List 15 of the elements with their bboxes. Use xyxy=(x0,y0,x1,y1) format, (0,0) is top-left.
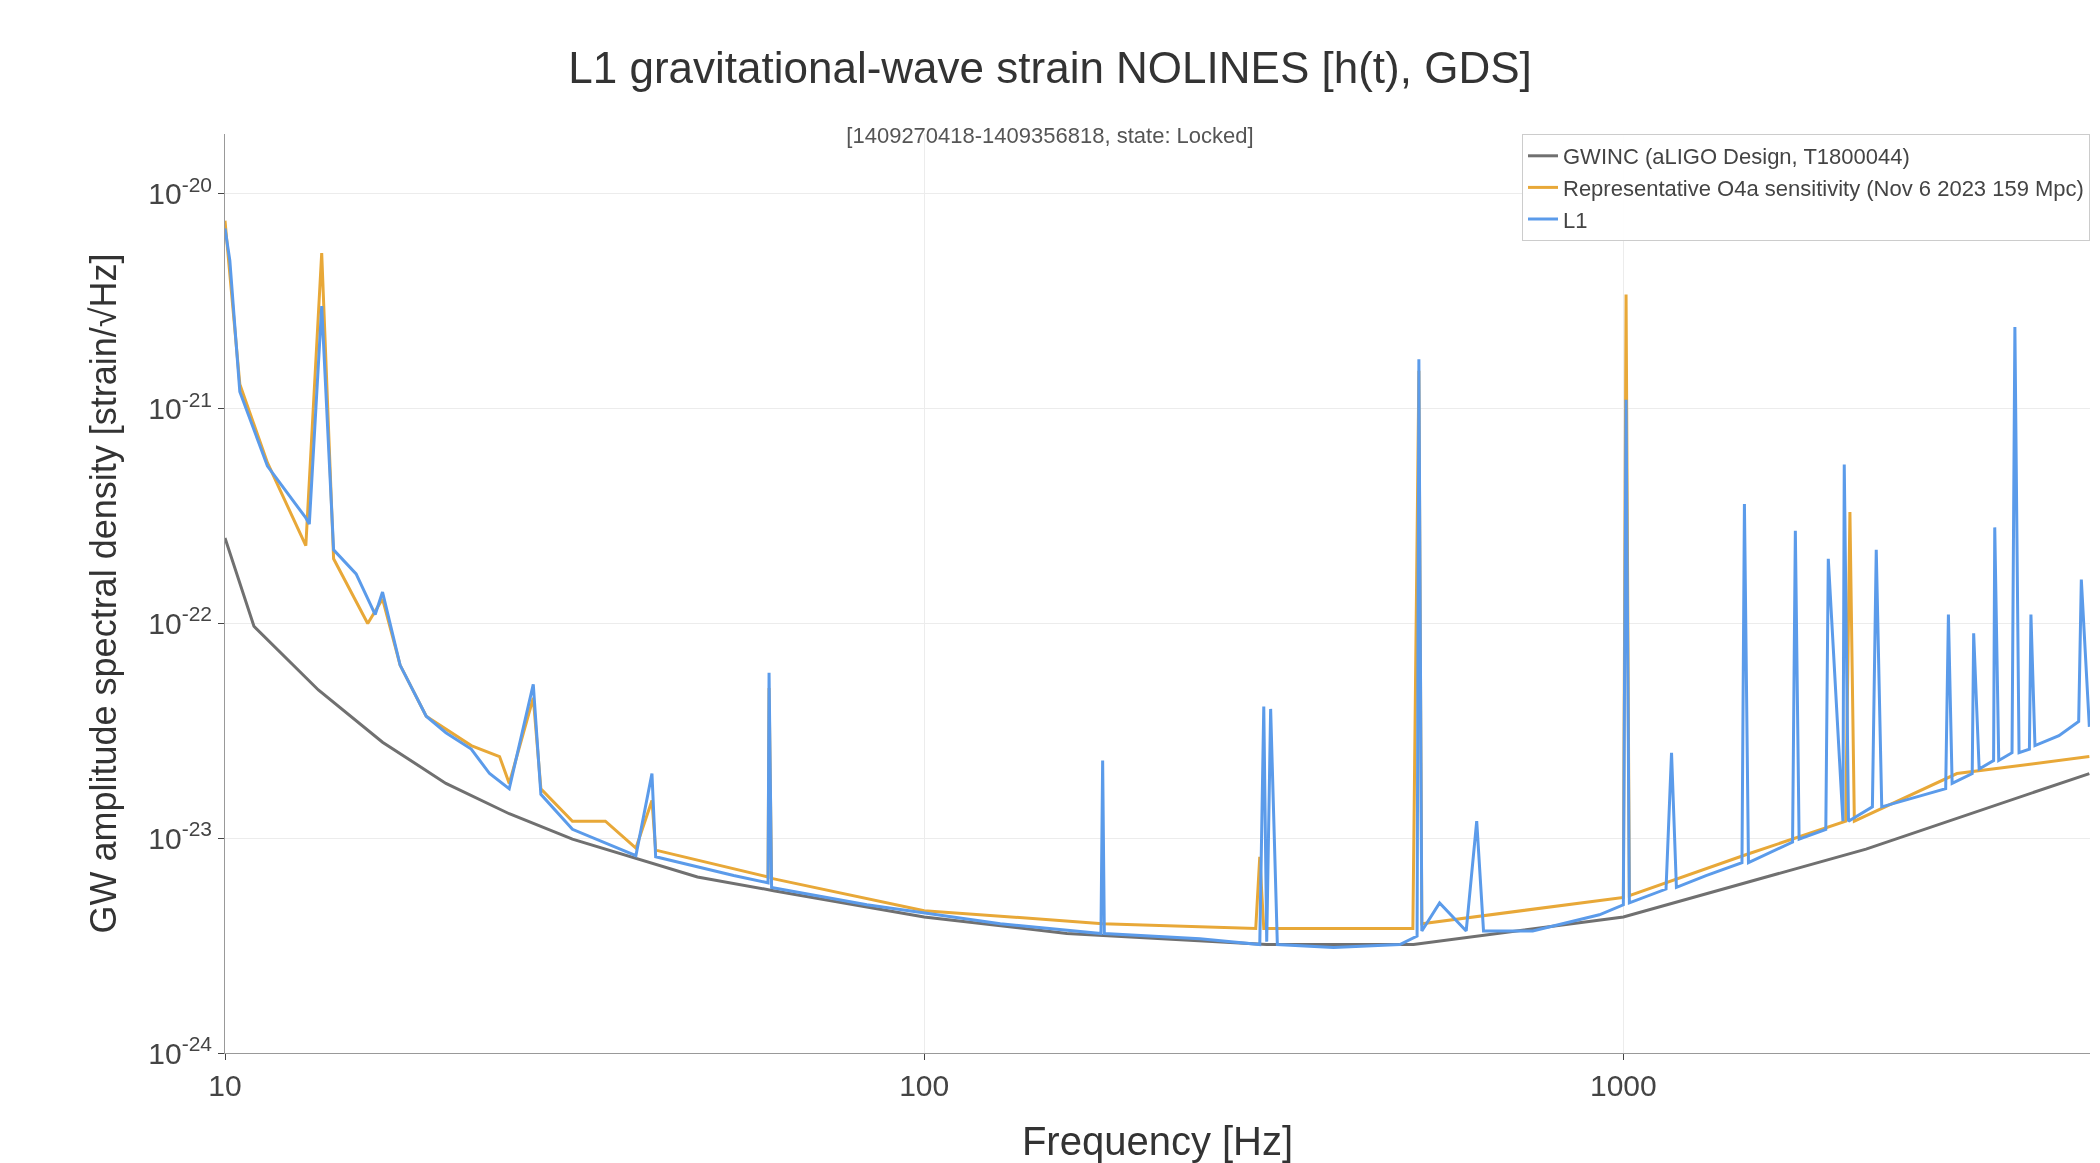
x-tick-label: 100 xyxy=(899,1069,950,1102)
x-tick-label: 1000 xyxy=(1589,1069,1657,1102)
legend-label: L1 xyxy=(1563,207,1588,233)
y-tick-label: 10$^{-20}$ xyxy=(148,172,212,211)
chart-subtitle: [1409270418-1409356818, state: Locked] xyxy=(846,122,1254,148)
x-tick-label: 10 xyxy=(208,1069,242,1102)
x-axis-title: Frequency [Hz] xyxy=(1021,1119,1294,1163)
y-tick-label: 10$^{-23}$ xyxy=(148,817,212,855)
y-tick-label: 10$^{-21}$ xyxy=(148,387,212,426)
y-tick-label: 10$^{-22}$ xyxy=(148,602,212,640)
legend-label: GWINC (aLIGO Design, T1800044) xyxy=(1563,144,1910,170)
y-axis-title: GW amplitude spectral density [strain/√Hz] xyxy=(83,253,125,934)
y-tick-label: 10$^{-24}$ xyxy=(148,1031,213,1070)
legend-label: Representative O4a sensitivity (Nov 6 2023 159 Mpc) xyxy=(1563,175,2084,201)
chart-title: L1 gravitational-wave strain NOLINES [h(t), GDS] xyxy=(568,43,1532,93)
